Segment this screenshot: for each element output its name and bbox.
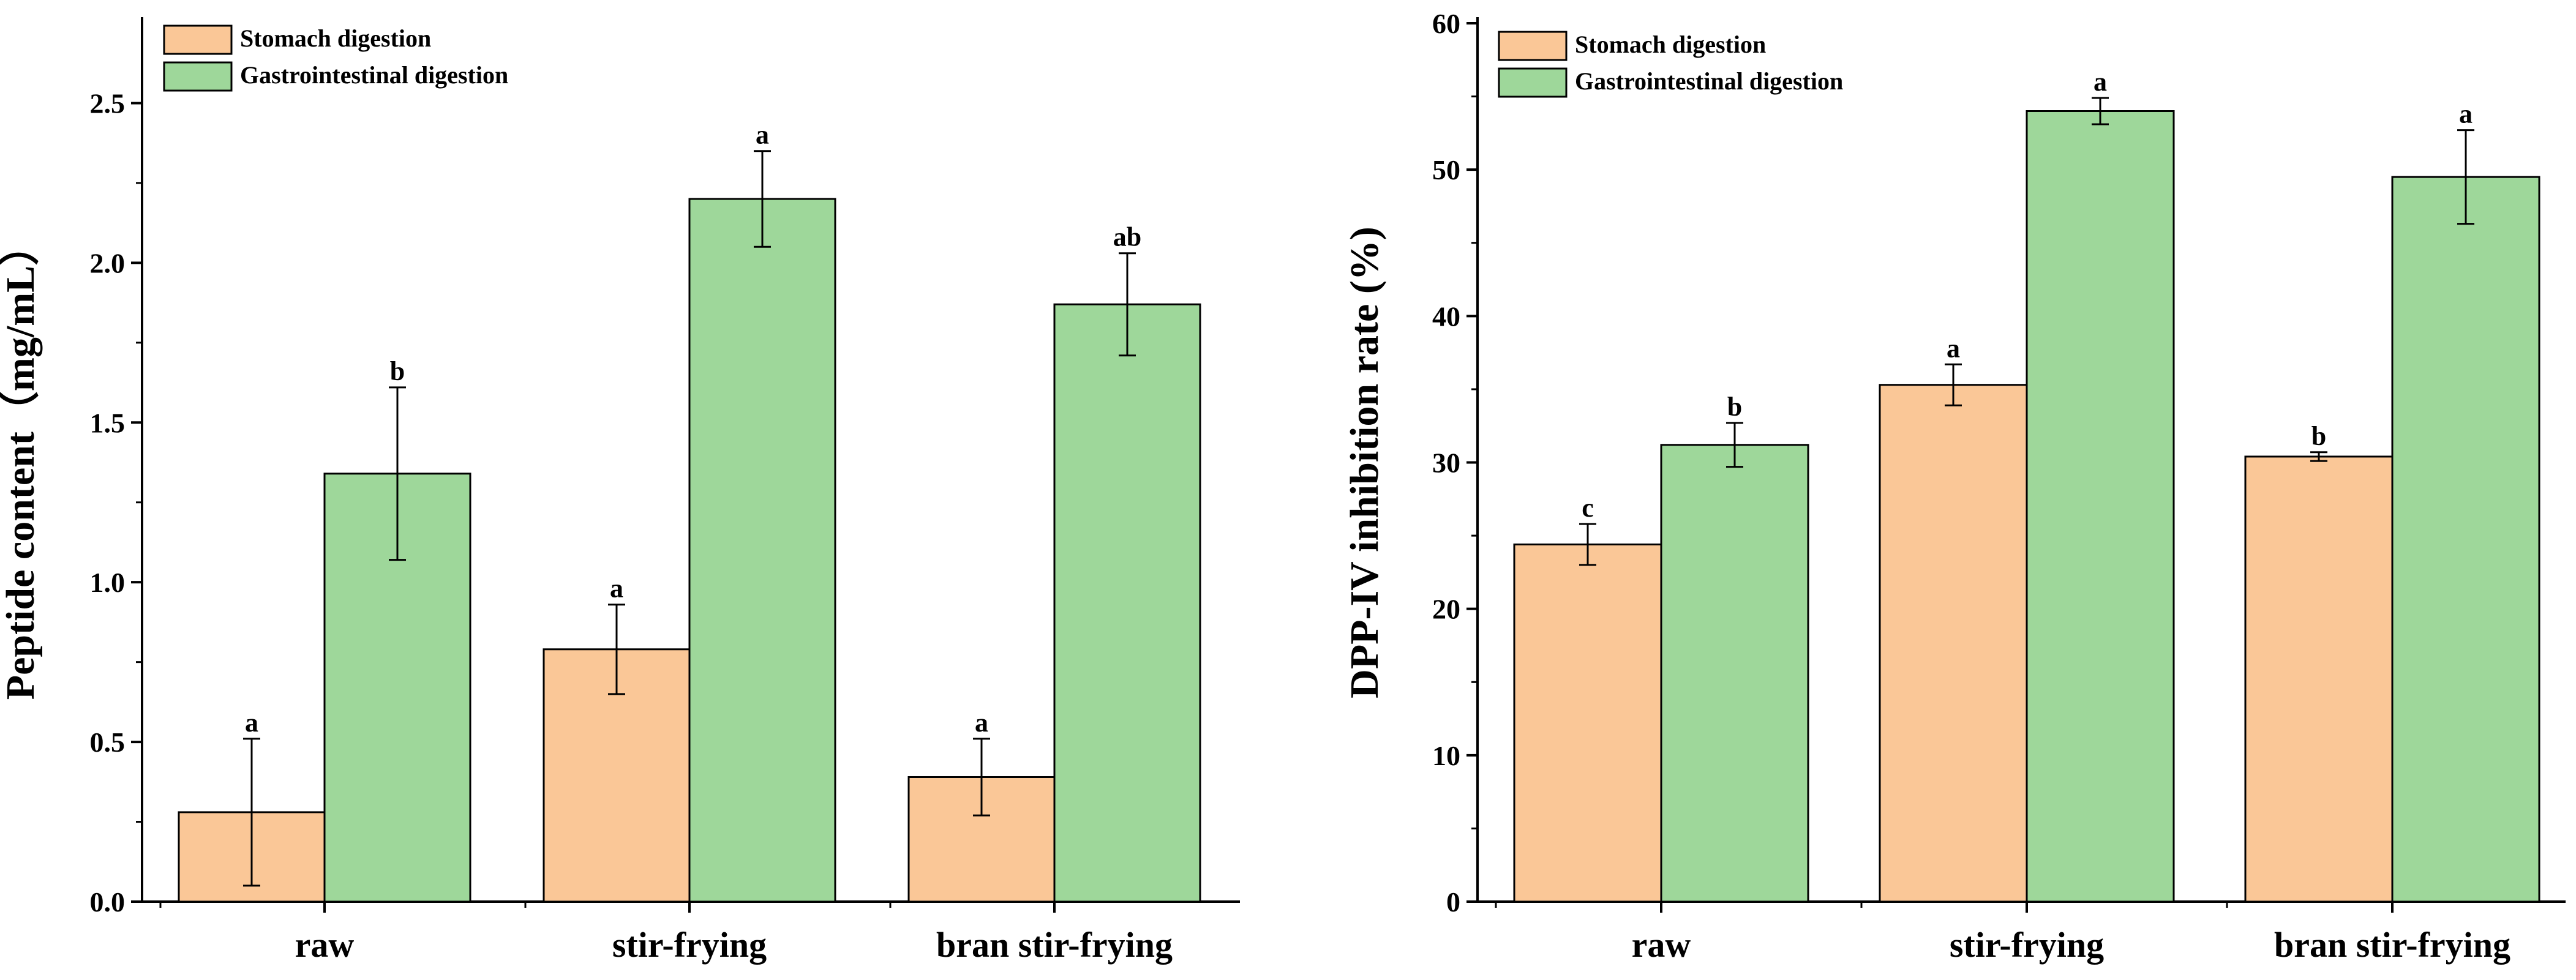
legend-swatch xyxy=(163,24,233,55)
x-tick-label: raw xyxy=(295,925,355,965)
y-tick-label: 60 xyxy=(1432,8,1460,39)
y-tick-label: 0 xyxy=(1446,886,1460,918)
y-tick-label: 40 xyxy=(1432,301,1460,332)
y-tick-label: 1.0 xyxy=(90,567,126,598)
x-tick-label: stir-frying xyxy=(1950,925,2104,965)
significance-label: a xyxy=(2093,67,2107,97)
y-tick-label: 30 xyxy=(1432,447,1460,479)
bar-bran-stir-frying-series-2 xyxy=(1053,303,1201,903)
x-tick-label: raw xyxy=(1632,925,1691,965)
legend-label: Stomach digestion xyxy=(240,24,431,52)
y-tick-label: 20 xyxy=(1432,594,1460,625)
x-tick-label: bran stir-frying xyxy=(2274,925,2510,965)
bar-raw-series-2 xyxy=(1660,444,1809,903)
bar-bran-stir-frying-series-2 xyxy=(2391,176,2540,903)
significance-label: a xyxy=(975,708,988,738)
legend-swatch xyxy=(1498,31,1568,61)
bar-stir-frying-series-2 xyxy=(2026,110,2175,903)
y-tick-label: 2.0 xyxy=(90,247,126,279)
significance-label: b xyxy=(2311,421,2326,451)
y-tick-label: 10 xyxy=(1432,740,1460,771)
significance-label: a xyxy=(756,120,769,150)
x-tick-label: bran stir-frying xyxy=(936,925,1173,965)
legend-label: Gastrointestinal digestion xyxy=(240,61,508,89)
significance-label: a xyxy=(2459,99,2473,129)
y-axis-title: Peptide content（mg/mL） xyxy=(0,225,43,700)
legend-swatch xyxy=(163,61,233,92)
significance-label: ab xyxy=(1113,222,1141,252)
chart-2: 0 10 20 30 40 50 60 DPP-IV inhibition rate (%) c… xyxy=(1342,8,2566,965)
significance-label: b xyxy=(1727,392,1742,422)
legend-label: Stomach digestion xyxy=(1575,31,1766,58)
significance-label: a xyxy=(1947,333,1960,363)
x-tick-label: stir-frying xyxy=(612,925,767,965)
y-tick-label: 0.0 xyxy=(90,886,126,918)
legend-swatch xyxy=(1498,67,1568,98)
legend-label: Gastrointestinal digestion xyxy=(1575,67,1843,95)
y-tick-label: 50 xyxy=(1432,154,1460,185)
significance-label: a xyxy=(610,574,623,604)
bar-stir-frying-series-1 xyxy=(1879,384,2028,903)
significance-label: b xyxy=(390,356,405,386)
bar-bran-stir-frying-series-1 xyxy=(2244,455,2394,903)
chart-1: 0.0 0.5 1.0 1.5 2.0 2.5 Peptide content（mg/mL）… xyxy=(0,17,1240,965)
y-tick-label: 2.5 xyxy=(90,88,126,119)
significance-label: a xyxy=(245,708,258,738)
bar-raw-series-1 xyxy=(1513,543,1662,903)
bar-stir-frying-series-2 xyxy=(688,198,836,903)
y-tick-label: 0.5 xyxy=(90,727,126,758)
significance-label: c xyxy=(1582,493,1594,523)
y-axis-title: DPP-IV inhibition rate (%) xyxy=(1342,226,1387,698)
y-tick-label: 1.5 xyxy=(90,407,126,438)
